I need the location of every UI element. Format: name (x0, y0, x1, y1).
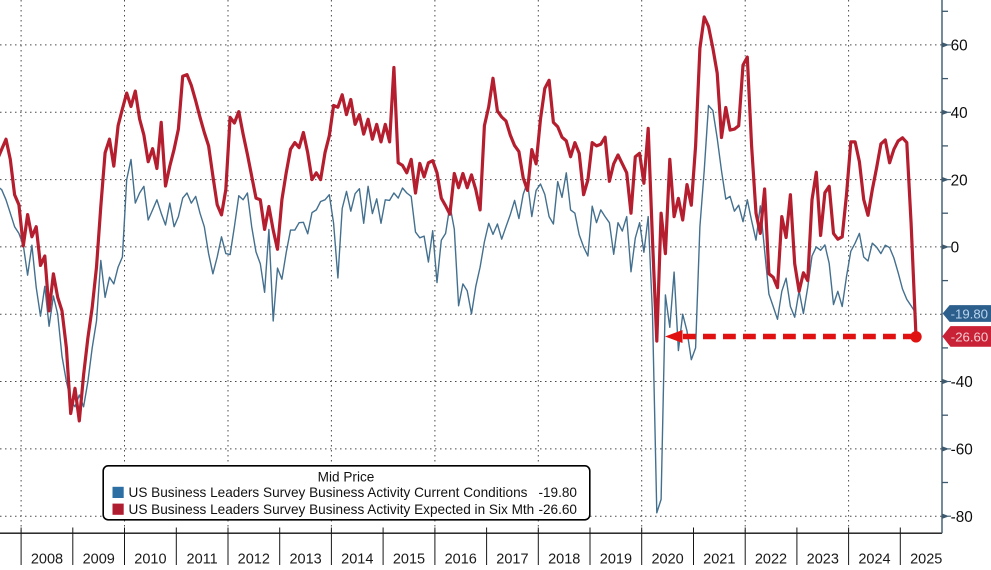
svg-text:20: 20 (951, 172, 968, 189)
svg-text:-26.60: -26.60 (538, 502, 577, 517)
svg-text:2015: 2015 (393, 552, 425, 566)
svg-text:-26.60: -26.60 (951, 329, 988, 344)
svg-text:40: 40 (951, 105, 968, 122)
svg-text:US Business Leaders Survey Bus: US Business Leaders Survey Business Acti… (129, 485, 528, 500)
svg-text:2018: 2018 (548, 552, 580, 566)
svg-text:2008: 2008 (31, 552, 63, 566)
svg-text:2016: 2016 (445, 552, 477, 566)
svg-text:2010: 2010 (134, 552, 166, 566)
svg-text:-19.80: -19.80 (538, 485, 577, 500)
svg-text:-60: -60 (951, 442, 973, 459)
svg-text:0: 0 (951, 240, 960, 257)
svg-text:2011: 2011 (187, 552, 218, 566)
svg-text:2020: 2020 (651, 552, 683, 566)
svg-text:2024: 2024 (858, 552, 890, 566)
svg-text:2025: 2025 (910, 552, 942, 566)
svg-text:2014: 2014 (341, 552, 373, 566)
svg-text:60: 60 (951, 38, 968, 55)
svg-text:2021: 2021 (703, 552, 735, 566)
svg-text:-40: -40 (951, 374, 973, 391)
svg-text:2017: 2017 (496, 552, 528, 566)
svg-text:US Business Leaders Survey Bus: US Business Leaders Survey Business Acti… (129, 502, 535, 517)
svg-text:-80: -80 (951, 509, 973, 526)
svg-text:2022: 2022 (755, 552, 787, 566)
svg-text:2013: 2013 (289, 552, 321, 566)
svg-text:2019: 2019 (600, 552, 632, 566)
svg-text:2012: 2012 (238, 552, 270, 566)
svg-text:2009: 2009 (83, 552, 115, 566)
svg-text:Mid Price: Mid Price (318, 470, 375, 485)
svg-text:-19.80: -19.80 (951, 306, 988, 321)
svg-text:2023: 2023 (807, 552, 839, 566)
